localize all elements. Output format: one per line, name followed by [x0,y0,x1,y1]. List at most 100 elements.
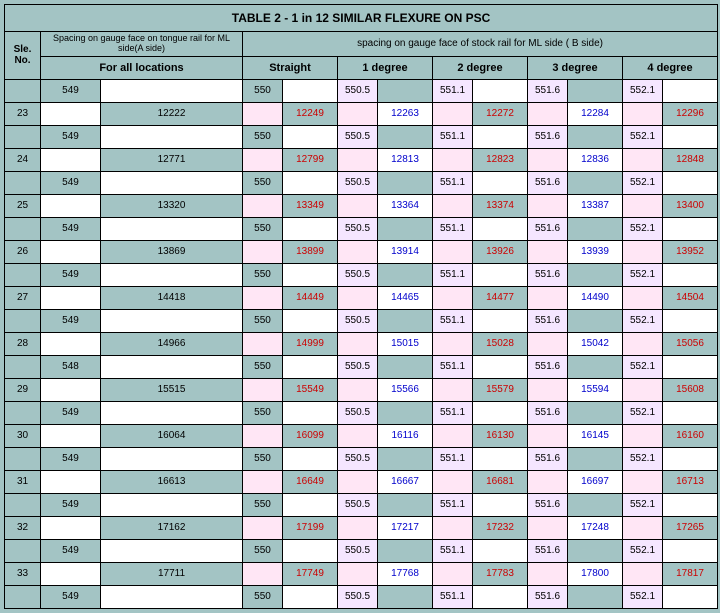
cell [283,79,338,102]
cell: 17265 [663,516,718,539]
cell [473,79,528,102]
cell: 16160 [663,424,718,447]
cell [338,286,378,309]
cell [338,470,378,493]
cell: 550.5 [338,309,378,332]
cell [473,171,528,194]
cell: 14449 [283,286,338,309]
cell [528,148,568,171]
cell [378,355,433,378]
cell [433,470,473,493]
cell: 15594 [568,378,623,401]
cell [663,309,718,332]
cell: 550.5 [338,539,378,562]
cell: 552.1 [623,493,663,516]
a1: 549 [41,171,101,194]
cell [243,148,283,171]
cell: 552.1 [623,79,663,102]
cell: 550 [243,493,283,516]
cell [378,539,433,562]
cell [623,240,663,263]
cell [378,263,433,286]
cell [473,585,528,608]
cell [663,171,718,194]
cell [568,217,623,240]
cell [378,309,433,332]
cell [473,263,528,286]
cell [243,516,283,539]
cell: 14504 [663,286,718,309]
cell: 12284 [568,102,623,125]
cell: 15042 [568,332,623,355]
cell [568,493,623,516]
cell: 13364 [378,194,433,217]
a1 [41,240,101,263]
cell [663,79,718,102]
header-a-side: Spacing on gauge face on tongue rail for… [41,32,243,57]
cell [568,447,623,470]
cell [623,102,663,125]
cell: 14999 [283,332,338,355]
cell [243,424,283,447]
cell [568,585,623,608]
cell: 550.5 [338,171,378,194]
cell: 17248 [568,516,623,539]
cell [473,355,528,378]
cell [283,401,338,424]
cell: 13939 [568,240,623,263]
cell: 550.5 [338,401,378,424]
cell [283,125,338,148]
cell: 551.1 [433,79,473,102]
cell: 550.5 [338,355,378,378]
cell: 552.1 [623,217,663,240]
cell [283,493,338,516]
a1 [41,562,101,585]
cell: 552.1 [623,309,663,332]
a1 [41,102,101,125]
cell [283,309,338,332]
a1: 549 [41,217,101,240]
cell: 551.6 [528,355,568,378]
cell: 551.6 [528,401,568,424]
cell [623,470,663,493]
cell: 17817 [663,562,718,585]
cell: 550 [243,309,283,332]
cell [433,332,473,355]
a1: 548 [41,355,101,378]
cell: 14477 [473,286,528,309]
col-3: 3 degree [528,56,623,79]
cell [283,447,338,470]
cell [433,148,473,171]
cell [473,309,528,332]
cell [473,493,528,516]
cell: 13899 [283,240,338,263]
a2 [101,493,243,516]
a1 [41,424,101,447]
cell: 12249 [283,102,338,125]
a1 [41,332,101,355]
cell: 12848 [663,148,718,171]
cell [568,171,623,194]
sle-no: 30 [5,424,41,447]
cell: 550 [243,401,283,424]
sle-blank [5,493,41,516]
cell: 15549 [283,378,338,401]
a1: 549 [41,539,101,562]
cell: 552.1 [623,125,663,148]
cell: 12823 [473,148,528,171]
a1: 549 [41,309,101,332]
cell: 552.1 [623,539,663,562]
cell: 13400 [663,194,718,217]
cell [378,493,433,516]
cell: 551.1 [433,309,473,332]
a1 [41,148,101,171]
cell: 15015 [378,332,433,355]
cell [433,562,473,585]
cell: 551.1 [433,447,473,470]
header-all-locations: For all locations [41,56,243,79]
cell: 15056 [663,332,718,355]
a2: 14418 [101,286,243,309]
cell [473,125,528,148]
cell [338,378,378,401]
header-b-side: spacing on gauge face of stock rail for … [243,32,718,57]
